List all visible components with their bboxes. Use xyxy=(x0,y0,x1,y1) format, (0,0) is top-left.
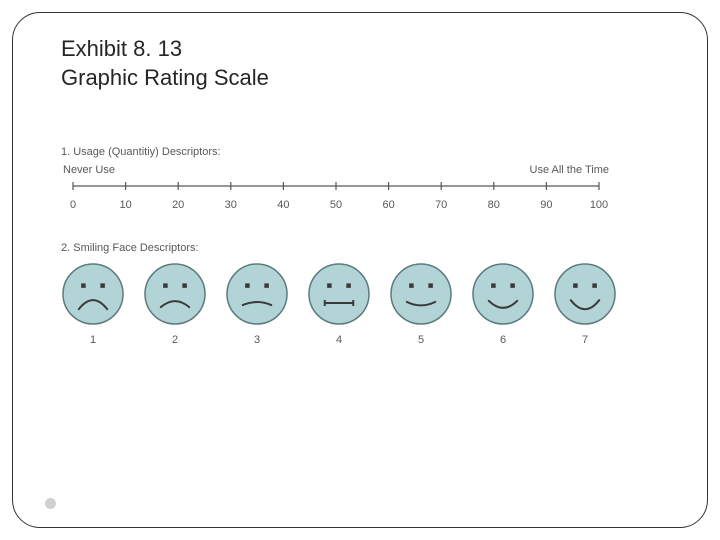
face-item: 7 xyxy=(553,262,617,346)
slide-card: Exhibit 8. 13 Graphic Rating Scale 1. Us… xyxy=(12,12,708,528)
face-number: 6 xyxy=(500,334,506,346)
svg-text:70: 70 xyxy=(435,199,447,211)
footer-dot-icon xyxy=(45,498,56,509)
face-icon xyxy=(225,262,289,326)
section-smiling-faces: 2. Smiling Face Descriptors: 1 2 3 4 5 6 7 xyxy=(61,242,659,346)
svg-text:20: 20 xyxy=(172,199,184,211)
svg-text:100: 100 xyxy=(590,199,608,211)
face-number: 4 xyxy=(336,334,342,346)
face-item: 4 xyxy=(307,262,371,346)
section-usage-descriptors: 1. Usage (Quantitiy) Descriptors: Never … xyxy=(61,146,659,214)
face-icon xyxy=(553,262,617,326)
exhibit-number: Exhibit 8. 13 xyxy=(61,35,659,64)
face-number: 1 xyxy=(90,334,96,346)
face-item: 3 xyxy=(225,262,289,346)
svg-text:0: 0 xyxy=(70,199,76,211)
face-item: 6 xyxy=(471,262,535,346)
face-item: 1 xyxy=(61,262,125,346)
face-number: 2 xyxy=(172,334,178,346)
right-anchor: Use All the Time xyxy=(530,164,609,176)
svg-text:60: 60 xyxy=(382,199,394,211)
face-item: 5 xyxy=(389,262,453,346)
left-anchor: Never Use xyxy=(63,164,115,176)
faces-row: 1 2 3 4 5 6 7 xyxy=(61,262,659,346)
face-item: 2 xyxy=(143,262,207,346)
face-icon xyxy=(389,262,453,326)
section2-heading: 2. Smiling Face Descriptors: xyxy=(61,242,659,254)
face-number: 7 xyxy=(582,334,588,346)
face-icon xyxy=(471,262,535,326)
exhibit-title: Graphic Rating Scale xyxy=(61,64,659,93)
section1-heading: 1. Usage (Quantitiy) Descriptors: xyxy=(61,146,659,158)
face-icon xyxy=(143,262,207,326)
usage-scale-line: 0 10 20 30 40 50 60 70 80 90 100 xyxy=(61,176,611,214)
face-number: 5 xyxy=(418,334,424,346)
face-icon xyxy=(307,262,371,326)
face-icon xyxy=(61,262,125,326)
svg-text:10: 10 xyxy=(119,199,131,211)
svg-text:80: 80 xyxy=(488,199,500,211)
face-number: 3 xyxy=(254,334,260,346)
svg-text:90: 90 xyxy=(540,199,552,211)
anchor-labels: Never Use Use All the Time xyxy=(61,164,611,176)
svg-text:50: 50 xyxy=(330,199,342,211)
svg-text:40: 40 xyxy=(277,199,289,211)
usage-scale-block: Never Use Use All the Time 0 10 20 30 40 50 60… xyxy=(61,164,611,214)
svg-text:30: 30 xyxy=(225,199,237,211)
